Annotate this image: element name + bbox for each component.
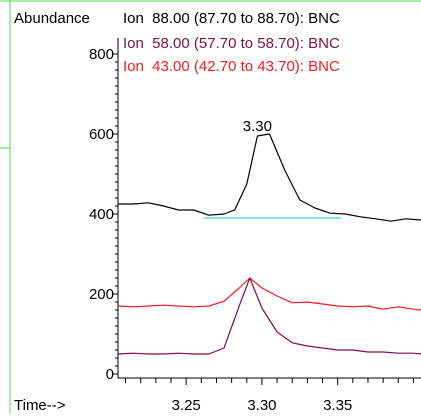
x-tick-label: 3.25 [172, 397, 201, 414]
series-line-ion-88 [118, 133, 421, 222]
y-axis-ticks: 0 200 400 600 800 [89, 46, 118, 383]
y-tick-label: 600 [89, 126, 114, 143]
peak-retention-time-label: 3.30 [243, 118, 272, 135]
y-axis-label: Abundance [14, 10, 90, 27]
y-tick-label: 800 [89, 46, 114, 63]
legend-entry-ion-88: Ion 88.00 (87.70 to 88.70): BNC [123, 10, 340, 27]
y-tick-label: 400 [89, 206, 114, 223]
y-tick-label: 200 [89, 286, 114, 303]
x-tick-label: 3.35 [323, 397, 352, 414]
legend-entry-ion-43: Ion 43.00 (42.70 to 43.70): BNC [123, 58, 340, 75]
x-tick-label: 3.30 [247, 397, 276, 414]
series-line-ion-58 [117, 277, 421, 355]
x-axis-ticks: 3.25 3.30 3.35 [125, 378, 414, 414]
legend-entry-ion-58: Ion 58.00 (57.70 to 58.70): BNC [123, 35, 340, 52]
legend: Ion 88.00 (87.70 to 88.70): BNC Ion 58.0… [123, 10, 340, 75]
y-tick-label: 0 [106, 366, 114, 383]
x-axis-label: Time--> [14, 397, 66, 414]
series-line-ion-43 [117, 277, 421, 311]
series-layer [117, 133, 421, 355]
